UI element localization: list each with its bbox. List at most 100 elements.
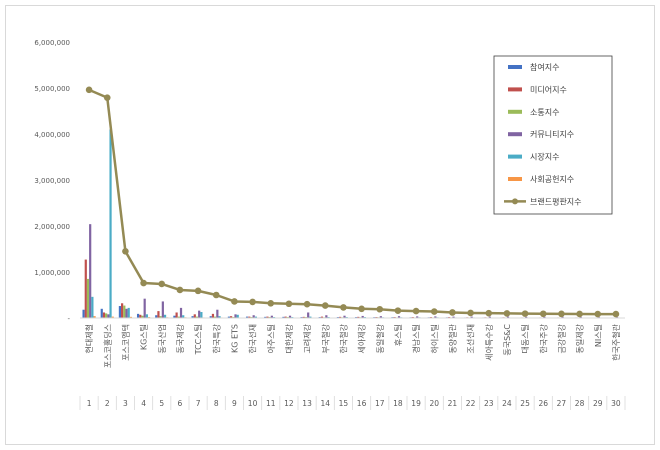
- bar-2-4: [139, 314, 142, 318]
- bar-4-1: [89, 224, 92, 318]
- bar-1-6: [173, 315, 176, 318]
- reputation-point-7: [194, 287, 202, 295]
- bar-4-20: [434, 316, 437, 318]
- bar-3-4: [141, 315, 144, 318]
- category-label: 포스코홀딩스: [102, 324, 112, 368]
- bar-1-10: [245, 316, 249, 318]
- bar-3-1: [86, 278, 90, 318]
- bar-1-12: [282, 316, 285, 318]
- category-label: 한국선재: [249, 324, 258, 353]
- legend-swatch-5: [508, 154, 522, 159]
- bar-4-15: [343, 315, 346, 318]
- category-label: 부국철강: [320, 323, 330, 353]
- reputation-point-24: [503, 310, 511, 317]
- bar-1-3: [118, 306, 122, 318]
- reputation-point-4: [140, 279, 147, 287]
- index-label: 13: [302, 399, 312, 408]
- index-label: 24: [502, 399, 512, 408]
- category-label: NI스틸: [593, 324, 603, 347]
- bar-5-6: [182, 315, 185, 318]
- bar-3-2: [105, 313, 108, 318]
- bar-4-7: [198, 310, 201, 318]
- bar-4-23: [488, 316, 491, 318]
- index-label: 11: [266, 399, 276, 408]
- bar-2-3: [121, 303, 124, 318]
- index-label: 25: [520, 399, 530, 408]
- bar-2-15: [339, 316, 342, 318]
- y-tick-label: -: [67, 315, 70, 323]
- bar-4-18: [397, 316, 401, 318]
- bar-4-6: [179, 307, 183, 318]
- reputation-point-19: [412, 307, 420, 315]
- reputation-point-27: [558, 310, 565, 318]
- bar-2-2: [102, 312, 106, 318]
- category-label: 포스코엠텍: [120, 324, 130, 361]
- bar-3-3: [123, 305, 126, 318]
- category-label: 세아제강: [357, 323, 367, 353]
- bar-2-1: [84, 259, 87, 318]
- legend-swatch-1: [508, 65, 522, 69]
- bar-1-5: [155, 315, 158, 318]
- bars: [82, 129, 623, 319]
- index-label: 9: [232, 399, 237, 408]
- bar-4-12: [288, 315, 292, 318]
- category-label: 대한제강: [284, 323, 294, 353]
- bar-5-5: [163, 314, 167, 318]
- index-label: 22: [466, 399, 476, 408]
- reputation-point-2: [103, 94, 111, 101]
- reputation-point-13: [303, 300, 311, 308]
- reputation-point-6: [176, 286, 184, 294]
- category-label: 휴스틸: [393, 324, 403, 346]
- bar-4-22: [470, 316, 473, 318]
- bar-2-11: [266, 316, 269, 318]
- bar-4-21: [452, 316, 455, 318]
- bar-2-14: [320, 316, 324, 318]
- reputation-point-3: [122, 248, 129, 255]
- reputation-point-12: [285, 300, 293, 308]
- category-label: 한국철강: [338, 323, 348, 353]
- index-label: 16: [357, 399, 367, 408]
- reputation-point-30: [612, 310, 620, 318]
- index-label: 1: [87, 399, 92, 408]
- bar-4-4: [143, 298, 146, 318]
- category-label: 경남스틸: [411, 324, 421, 353]
- legend-swatch-4: [508, 132, 522, 137]
- reputation-point-8: [212, 291, 220, 299]
- index-label: 10: [248, 399, 258, 408]
- y-tick-label: 4,000,000: [34, 131, 70, 139]
- category-label: 하이스틸: [429, 324, 439, 353]
- bar-5-4: [145, 314, 148, 318]
- y-tick-label: 1,000,000: [34, 269, 70, 277]
- category-label: 동국S&C: [503, 324, 512, 356]
- legend-label-6: 사회공헌지수: [530, 175, 574, 184]
- legend-label-1: 참여지수: [530, 62, 559, 72]
- bar-1-1: [82, 309, 85, 318]
- category-label: TCC스틸: [193, 324, 203, 355]
- y-tick-label: 2,000,000: [34, 223, 70, 231]
- bar-6-3: [129, 316, 133, 318]
- reputation-point-11: [267, 299, 275, 307]
- y-axis: 6,000,000 5,000,000 4,000,000 3,000,000 2,00…: [34, 39, 70, 323]
- category-label: 동일철강: [375, 323, 385, 353]
- category-label: 금강철강: [556, 323, 566, 353]
- category-label: 대동스틸: [520, 324, 530, 353]
- reputation-point-16: [358, 305, 365, 313]
- category-label: 한국주강: [538, 323, 548, 353]
- bar-3-5: [159, 316, 162, 318]
- bar-3-8: [214, 316, 217, 318]
- reputation-point-29: [594, 310, 602, 318]
- bar-5-1: [91, 296, 94, 318]
- index-label: 5: [159, 399, 164, 408]
- category-label: 아주스틸: [266, 324, 276, 353]
- index-label: 8: [214, 399, 219, 408]
- reputation-point-5: [158, 280, 166, 288]
- reputation-point-28: [576, 310, 583, 318]
- bar-1-8: [209, 316, 212, 318]
- category-label: 한국특강: [211, 323, 221, 353]
- legend-label-5: 시장지수: [530, 152, 559, 162]
- legend-label-4: 커뮤니티지수: [530, 129, 574, 139]
- reputation-point-10: [249, 298, 256, 306]
- legend-marker: [512, 198, 518, 205]
- bar-3-6: [177, 316, 180, 318]
